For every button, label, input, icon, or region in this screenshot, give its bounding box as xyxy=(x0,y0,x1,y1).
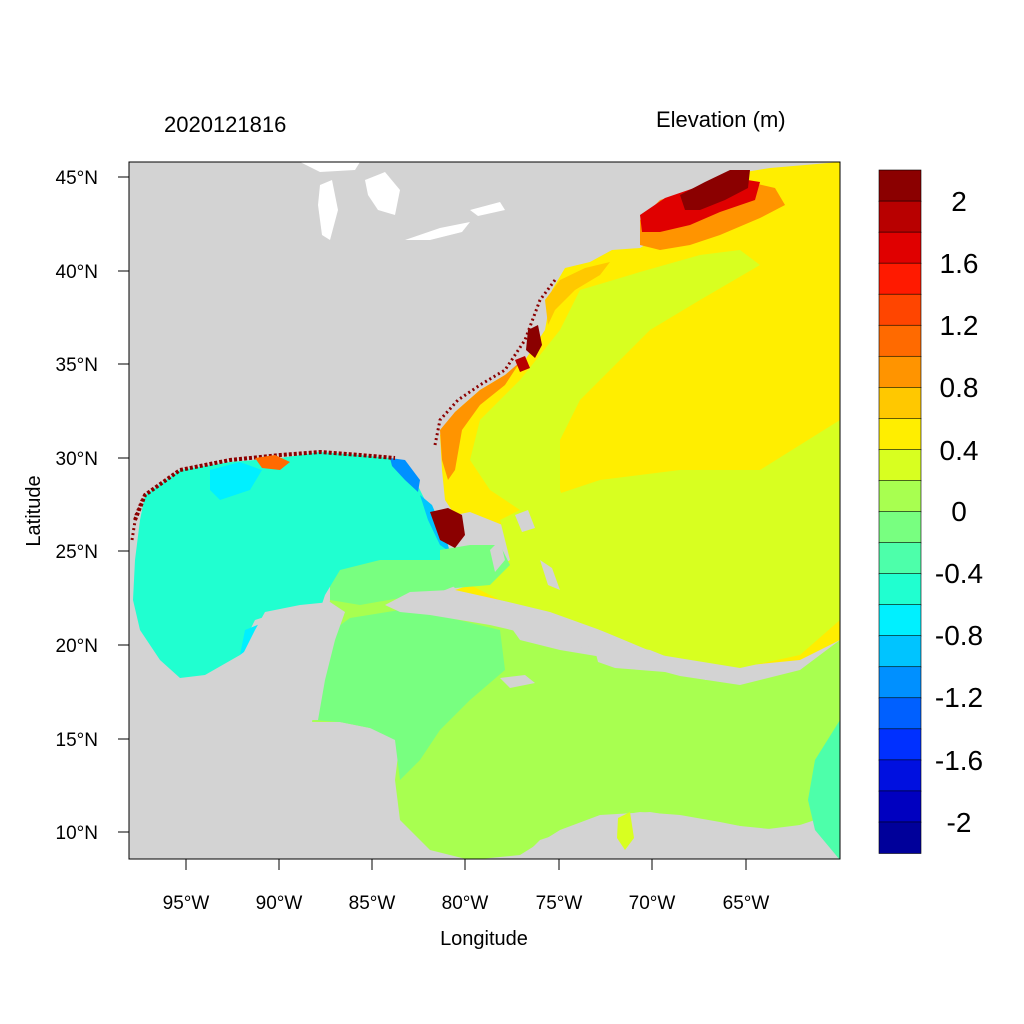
colorbar-segment xyxy=(878,666,922,699)
land-south-america xyxy=(521,800,840,859)
colorbar-label: 2 xyxy=(951,186,967,217)
land-bahamas-abaco xyxy=(515,510,535,532)
colorbar-segment xyxy=(878,728,922,761)
y-tick-label: 40°N xyxy=(56,262,98,283)
colorbar-segment xyxy=(878,324,922,358)
colorbar-labels: 2 1.6 1.2 0.8 0.4 0 -0.4 -0.8 -1.2 -1.6 … xyxy=(935,186,983,838)
colorbar-segment xyxy=(878,169,922,202)
run-id-label: 2020121816 xyxy=(164,112,287,137)
x-tick-label: 85°W xyxy=(349,893,396,914)
ocean-big-bend xyxy=(390,458,420,492)
colorbar-segment xyxy=(878,604,922,637)
colorbar-segment xyxy=(878,790,922,823)
ocean-yucatan-channel xyxy=(330,558,470,605)
colorbar-segment xyxy=(878,449,922,482)
colorbar-segment xyxy=(878,542,922,575)
colorbar xyxy=(878,169,922,854)
great-lake-ontario xyxy=(470,202,505,216)
colorbar-segment xyxy=(878,635,922,668)
colorbar-segment xyxy=(878,759,922,792)
colorbar-segment xyxy=(878,355,922,389)
colorbar-segment xyxy=(878,262,922,295)
ocean-gulf-of-mexico xyxy=(133,452,450,678)
surge-texas-fringe xyxy=(130,499,144,541)
surge-chesapeake xyxy=(526,325,542,358)
surge-louisiana-hotspot xyxy=(255,455,290,470)
colorbar-label: 0 xyxy=(951,496,967,527)
colorbar-segment xyxy=(878,821,922,854)
surge-gulf-coast-fringe xyxy=(133,449,396,521)
colorbar-label: -0.4 xyxy=(935,558,983,589)
land-cuba xyxy=(385,590,600,648)
y-tick-label: 30°N xyxy=(56,449,98,470)
y-axis: 45°N 40°N 35°N 30°N 25°N 20°N 15°N 10°N xyxy=(56,168,129,844)
colorbar-segment xyxy=(878,231,922,264)
colorbar-label: 0.8 xyxy=(940,372,979,403)
colorbar-label: 1.6 xyxy=(940,248,979,279)
y-axis-title: Latitude xyxy=(23,475,45,546)
colorbar-segment xyxy=(878,511,922,544)
surge-gulf-of-maine-peak xyxy=(680,170,750,210)
variable-title: Elevation (m) xyxy=(656,107,786,132)
great-lake-huron xyxy=(365,172,400,215)
colorbar-label: -0.8 xyxy=(935,620,983,651)
colorbar-label: 1.2 xyxy=(940,310,979,341)
surge-carolina-sounds xyxy=(515,356,530,372)
great-lake-michigan xyxy=(318,180,338,240)
map-plot-area xyxy=(129,162,840,859)
colorbar-segment xyxy=(878,480,922,513)
y-tick-label: 20°N xyxy=(56,636,98,657)
colorbar-segment xyxy=(878,293,922,327)
ocean-south-atlantic xyxy=(470,420,840,668)
land-bahamas-long xyxy=(540,560,560,590)
colorbar-label: -1.2 xyxy=(935,682,983,713)
land-lesser-antilles-ocean xyxy=(808,720,840,859)
x-tick-label: 95°W xyxy=(163,893,210,914)
ocean-western-caribbean xyxy=(312,610,505,780)
colorbar-label: -1.6 xyxy=(935,745,983,776)
ocean-shelf-band xyxy=(470,250,760,545)
great-lake-erie xyxy=(405,222,470,240)
surge-southeast-coast xyxy=(440,362,520,480)
x-tick-label: 65°W xyxy=(723,893,770,914)
x-tick-label: 75°W xyxy=(536,893,583,914)
y-tick-label: 25°N xyxy=(56,542,98,563)
colorbar-segment xyxy=(878,573,922,606)
surge-south-florida xyxy=(430,508,465,548)
land-bahamas-andros xyxy=(490,540,505,572)
great-lake-superior xyxy=(300,162,360,172)
colorbar-segment xyxy=(878,697,922,730)
land-lake-maracaibo xyxy=(617,812,634,850)
x-tick-label: 80°W xyxy=(442,893,489,914)
land-puerto-rico xyxy=(700,670,735,680)
y-tick-label: 35°N xyxy=(56,355,98,376)
y-tick-label: 10°N xyxy=(56,823,98,844)
colorbar-segment xyxy=(878,387,922,420)
colorbar-segment xyxy=(878,200,922,233)
x-axis: 95°W 90°W 85°W 80°W 75°W 70°W 65°W xyxy=(163,859,770,914)
surge-mid-atlantic xyxy=(545,262,610,325)
plot-frame xyxy=(128,161,841,860)
land-hispaniola xyxy=(595,645,675,672)
y-tick-label: 15°N xyxy=(56,730,98,751)
ocean-gulf-shallow xyxy=(210,462,262,500)
x-tick-label: 90°W xyxy=(256,893,303,914)
x-tick-label: 70°W xyxy=(629,893,676,914)
colorbar-label: -2 xyxy=(947,807,972,838)
land-yucatan xyxy=(200,602,345,720)
y-tick-label: 45°N xyxy=(56,168,98,189)
land-jamaica xyxy=(500,675,535,688)
colorbar-segment xyxy=(878,418,922,451)
colorbar-label: 0.4 xyxy=(940,435,979,466)
x-axis-title: Longitude xyxy=(440,928,528,950)
